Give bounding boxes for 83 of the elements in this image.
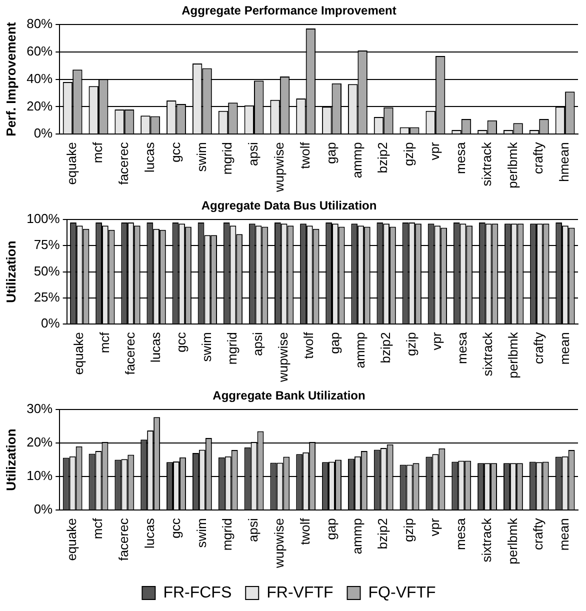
x-tick-label: facerec xyxy=(116,142,131,185)
x-tick-label: crafty xyxy=(531,332,546,364)
x-tick-label: twolf xyxy=(297,142,312,169)
x-tick-label: apsi xyxy=(250,332,266,356)
x-tick-label: mesa xyxy=(452,141,468,174)
x-tick-label: lucas xyxy=(142,142,157,173)
x-tick-label: perlbmk xyxy=(504,142,520,188)
x-tick-label: gcc xyxy=(173,332,188,352)
x-tick-label: mcf xyxy=(90,518,106,540)
y-tick-label: 40% xyxy=(26,70,54,86)
y-tick-label: 75% xyxy=(34,237,60,252)
x-tick-label: bzip2 xyxy=(375,142,390,174)
x-tick-label: lucas xyxy=(148,332,163,363)
x-tick-label: swim xyxy=(194,518,209,548)
x-tick-label: lucas xyxy=(142,518,157,549)
x-tick-label: mean xyxy=(556,518,572,551)
x-tick-label: swim xyxy=(198,332,214,362)
x-tick-label: vpr xyxy=(427,141,442,160)
y-tick-label: 20% xyxy=(26,434,54,450)
x-tick-label: crafty xyxy=(530,518,546,550)
x-tick-label: apsi xyxy=(246,518,261,542)
x-tick-label: ammp xyxy=(352,332,368,368)
legend-label: FR-FCFS xyxy=(163,584,232,602)
x-tick-label: gap xyxy=(323,142,338,164)
y-tick-label: 10% xyxy=(26,468,54,484)
x-tick-label: twolf xyxy=(301,332,316,359)
chart-title: Aggregate Bank Utilization xyxy=(212,388,366,403)
x-tick-label: hmean xyxy=(556,142,572,182)
x-tick-label: swim xyxy=(194,142,209,172)
y-tick-label: 25% xyxy=(34,290,60,305)
x-tick-label: twolf xyxy=(297,518,312,545)
x-tick-label: gcc xyxy=(168,518,183,538)
x-tick-label: mgrid xyxy=(220,142,235,175)
x-tick-label: sixtrack xyxy=(478,142,494,186)
x-tick-label: equake xyxy=(71,332,86,375)
x-tick-label: facerec xyxy=(122,332,138,375)
y-tick-label: 0% xyxy=(34,502,54,517)
x-tick-label: facerec xyxy=(116,518,131,561)
x-tick-label: bzip2 xyxy=(378,332,393,364)
y-tick-label: 80% xyxy=(26,16,54,31)
x-tick-label: mcf xyxy=(90,142,106,164)
chart-title: Aggregate Data Bus Utilization xyxy=(201,198,377,213)
x-tick-label: apsi xyxy=(246,142,261,166)
x-tick-label: sixtrack xyxy=(480,332,496,376)
x-tick-label: gap xyxy=(323,518,338,540)
x-tick-label: mgrid xyxy=(220,518,235,551)
x-tick-label: gcc xyxy=(168,142,183,162)
y-tick-label: 0% xyxy=(41,316,60,331)
x-tick-label: sixtrack xyxy=(478,518,494,562)
y-tick-label: 50% xyxy=(34,263,60,278)
x-tick-label: wupwise xyxy=(276,332,291,384)
x-tick-label: mgrid xyxy=(224,332,240,365)
y-axis-title: Perf. Improvement xyxy=(3,22,18,136)
x-tick-label: equake xyxy=(64,518,80,561)
x-tick-label: gzip xyxy=(403,332,418,356)
y-axis-title: Utilization xyxy=(3,428,18,491)
y-tick-label: 60% xyxy=(26,43,54,58)
y-tick-label: 0% xyxy=(34,126,54,141)
y-tick-label: 100% xyxy=(26,210,60,226)
x-tick-label: gzip xyxy=(401,518,416,542)
legend-label: FQ-VFTF xyxy=(368,584,436,602)
legend-label: FR-VFTF xyxy=(266,584,334,602)
x-tick-label: gap xyxy=(326,332,342,354)
y-tick-label: 20% xyxy=(26,98,54,114)
x-tick-label: wupwise xyxy=(272,142,287,194)
x-tick-label: mesa xyxy=(452,517,468,550)
x-tick-label: bzip2 xyxy=(375,518,390,550)
y-tick-label: 30% xyxy=(26,400,54,416)
x-tick-label: ammp xyxy=(349,142,364,178)
chart-title: Aggregate Performance Improvement xyxy=(182,4,396,18)
x-tick-label: crafty xyxy=(530,142,546,174)
x-tick-label: mean xyxy=(556,332,572,365)
x-tick-label: perlbmk xyxy=(504,518,520,564)
x-tick-label: vpr xyxy=(427,517,442,536)
x-tick-label: wupwise xyxy=(272,518,287,570)
x-tick-label: equake xyxy=(64,142,80,185)
y-axis-title: Utilization xyxy=(3,240,18,303)
x-tick-label: ammp xyxy=(349,518,364,554)
x-tick-label: gzip xyxy=(401,142,416,166)
x-tick-label: mcf xyxy=(96,332,112,354)
x-tick-label: vpr xyxy=(429,331,444,350)
x-tick-label: mesa xyxy=(454,331,470,364)
x-tick-label: perlbmk xyxy=(506,332,521,378)
